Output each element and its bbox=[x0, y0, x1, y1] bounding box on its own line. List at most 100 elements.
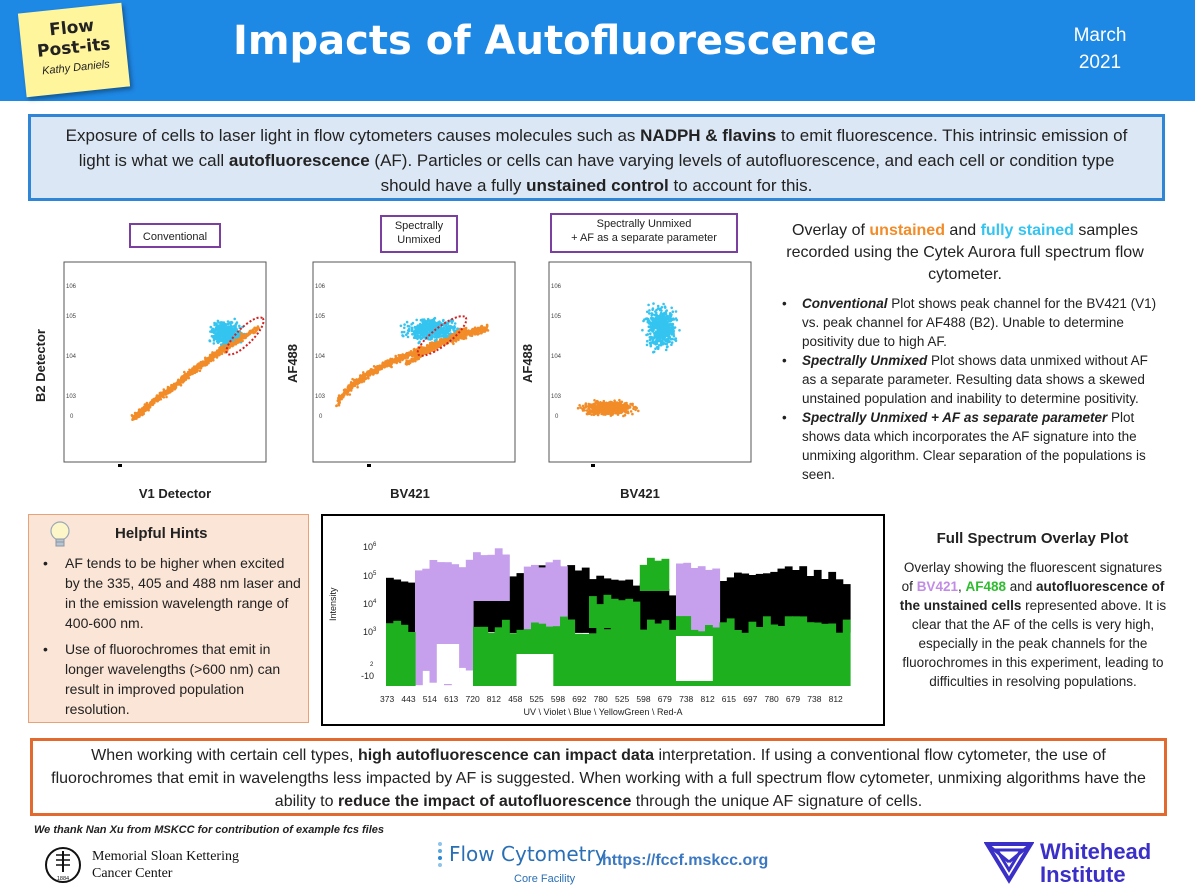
scatter-point bbox=[440, 337, 443, 341]
scatter-point bbox=[650, 336, 653, 339]
plot-label-unmixed-af: Spectrally Unmixed + AF as a separate pa… bbox=[550, 213, 738, 253]
scatter-point bbox=[617, 408, 621, 412]
spectrum-band bbox=[596, 575, 605, 632]
scatter-point bbox=[581, 409, 585, 412]
scatter-point bbox=[606, 411, 610, 415]
scatter-point bbox=[436, 321, 440, 324]
scatter-point bbox=[418, 340, 421, 344]
scatter-point bbox=[590, 413, 593, 416]
scatter-point bbox=[222, 327, 225, 331]
scatter-point bbox=[439, 332, 442, 335]
scatter-point bbox=[369, 368, 373, 371]
scatter-point bbox=[382, 364, 386, 368]
hints-title: Helpful Hints bbox=[115, 525, 208, 542]
header-bar bbox=[0, 0, 1195, 101]
x-tick-label: 514 bbox=[423, 694, 437, 704]
scatter-points bbox=[335, 316, 490, 408]
scatter-point bbox=[659, 325, 663, 329]
scatter-point bbox=[185, 372, 189, 376]
scatter-point bbox=[598, 403, 602, 406]
spectrum-band bbox=[632, 627, 641, 686]
core-facility-label: Core Facility bbox=[514, 873, 576, 885]
scatter-point bbox=[656, 340, 659, 343]
scatter-point bbox=[440, 341, 444, 345]
scatter-point bbox=[591, 403, 594, 406]
scatter-point bbox=[181, 381, 185, 384]
scatter-point bbox=[174, 382, 178, 386]
scatter-point bbox=[419, 335, 422, 338]
scatter-point bbox=[674, 317, 678, 320]
spectrum-band bbox=[603, 629, 612, 686]
spectrum-band bbox=[748, 621, 757, 686]
spectrum-band bbox=[552, 626, 561, 686]
scatter-point bbox=[643, 318, 646, 321]
y-tick-label: 0 bbox=[70, 414, 74, 420]
scatter-point bbox=[426, 325, 429, 328]
scatter-point bbox=[445, 325, 449, 328]
scatter-point bbox=[449, 334, 452, 337]
spectrum-band bbox=[835, 579, 844, 635]
scatter-point bbox=[218, 326, 221, 330]
spectrum-band bbox=[668, 629, 677, 686]
scatter-point bbox=[609, 413, 613, 416]
spectrum-band bbox=[719, 622, 728, 686]
spectrum-band bbox=[574, 570, 583, 633]
scatter-point bbox=[234, 322, 238, 326]
scatter-point bbox=[402, 330, 406, 334]
scatter-point bbox=[609, 400, 612, 404]
scatter-point bbox=[456, 327, 459, 330]
scatter-point bbox=[469, 329, 473, 333]
bullet-text: Plot shows data which incorporates the A… bbox=[802, 410, 1146, 482]
spectrum-band bbox=[400, 624, 409, 686]
scatter-point bbox=[417, 348, 420, 351]
scatter-point bbox=[594, 401, 597, 405]
scatter-point bbox=[433, 339, 437, 342]
spectrum-band bbox=[494, 548, 503, 601]
y-tick-label: 0 bbox=[319, 414, 323, 420]
scatter-point bbox=[637, 409, 640, 413]
y-tick-label: 0 bbox=[555, 414, 559, 420]
x-tick-label: 525 bbox=[530, 694, 544, 704]
scatter-point bbox=[342, 394, 346, 397]
full-spectrum-title: Full Spectrum Overlay Plot bbox=[936, 530, 1129, 547]
scatter-point bbox=[338, 401, 341, 405]
scatter-point bbox=[480, 329, 484, 332]
scatter-point bbox=[619, 406, 623, 410]
scatter-point bbox=[429, 348, 432, 352]
scatter-point bbox=[405, 320, 409, 324]
x-tick-label: 697 bbox=[743, 694, 757, 704]
website-link[interactable]: https://fccf.mskcc.org bbox=[602, 852, 769, 869]
scatter-point bbox=[224, 327, 227, 330]
scatter-point bbox=[646, 339, 649, 343]
scatter-point bbox=[364, 376, 367, 380]
scatter-point bbox=[625, 403, 629, 407]
scatter-point bbox=[359, 374, 362, 377]
scatter-point bbox=[454, 340, 458, 343]
scatter-point bbox=[652, 350, 655, 354]
scatter-point bbox=[219, 343, 223, 346]
scatter-point bbox=[612, 411, 615, 414]
x-tick-label: 679 bbox=[658, 694, 672, 704]
scatter-point bbox=[385, 364, 389, 368]
date-year: 2021 bbox=[1078, 52, 1122, 73]
scatter-point bbox=[659, 311, 663, 315]
y-tick: 106 bbox=[363, 542, 377, 552]
scatter-point bbox=[335, 404, 338, 407]
scatter-point bbox=[670, 306, 673, 310]
scatter-point bbox=[198, 369, 202, 373]
scatter-point bbox=[444, 335, 447, 338]
scatter-point bbox=[228, 345, 231, 349]
spectrum-band bbox=[386, 577, 394, 633]
scatter-point bbox=[463, 330, 466, 333]
scatter-point bbox=[652, 341, 655, 344]
scatter-point bbox=[664, 316, 668, 319]
scatter-point bbox=[418, 325, 422, 329]
spectrum-band bbox=[523, 654, 532, 688]
x-tick-label: 720 bbox=[466, 694, 480, 704]
mskcc-line2: Cancer Center bbox=[92, 866, 173, 881]
scatter-point bbox=[647, 320, 651, 324]
spectrum-band bbox=[654, 623, 663, 686]
scatter-point bbox=[160, 395, 164, 398]
scatter-point bbox=[406, 329, 410, 332]
spectrum-band bbox=[480, 581, 489, 635]
